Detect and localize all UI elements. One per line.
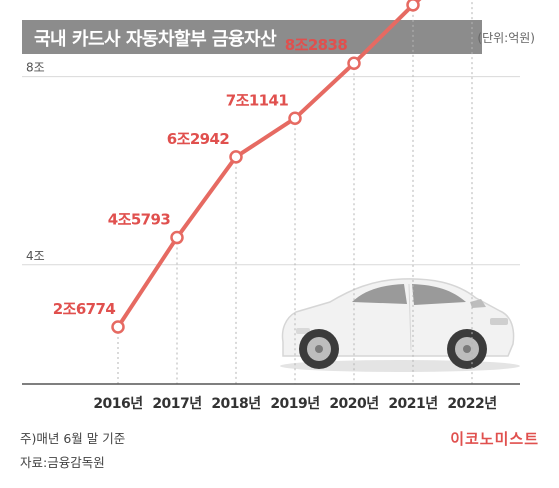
y-tick-label: 8조: [26, 61, 45, 75]
data-label: 8조2838: [285, 36, 348, 54]
data-point: [170, 230, 184, 245]
footnote: 주)매년 6월 말 기준: [20, 431, 126, 446]
data-label: 6조2942: [167, 130, 230, 148]
unit-label: (단위:억원): [477, 31, 535, 45]
x-tick-label: 2020년: [329, 396, 378, 412]
data-label: 2조6774: [53, 300, 116, 318]
y-tick-label: 4조: [26, 249, 45, 263]
x-tick-label: 2016년: [93, 396, 142, 412]
x-tick-label: 2018년: [211, 396, 260, 412]
x-tick-label: 2019년: [270, 396, 319, 412]
data-point: [111, 320, 125, 334]
data-label: 7조1141: [226, 91, 289, 109]
x-tick-label: 2021년: [388, 396, 437, 412]
brand-logo: 이코노미스트: [450, 430, 539, 448]
data-label: 4조5793: [108, 211, 171, 229]
data-point: [229, 150, 243, 164]
source-note: 자료:금융감독원: [20, 455, 105, 470]
data-point: [288, 111, 302, 126]
car-illustration: [280, 278, 520, 372]
data-point: [406, 0, 420, 12]
chart-title: 국내 카드사 자동차할부 금융자산: [34, 29, 277, 50]
x-tick-label: 2017년: [152, 396, 201, 412]
x-tick-label: 2022년: [447, 396, 496, 412]
title-bar: [22, 20, 482, 54]
data-point: [347, 56, 361, 70]
